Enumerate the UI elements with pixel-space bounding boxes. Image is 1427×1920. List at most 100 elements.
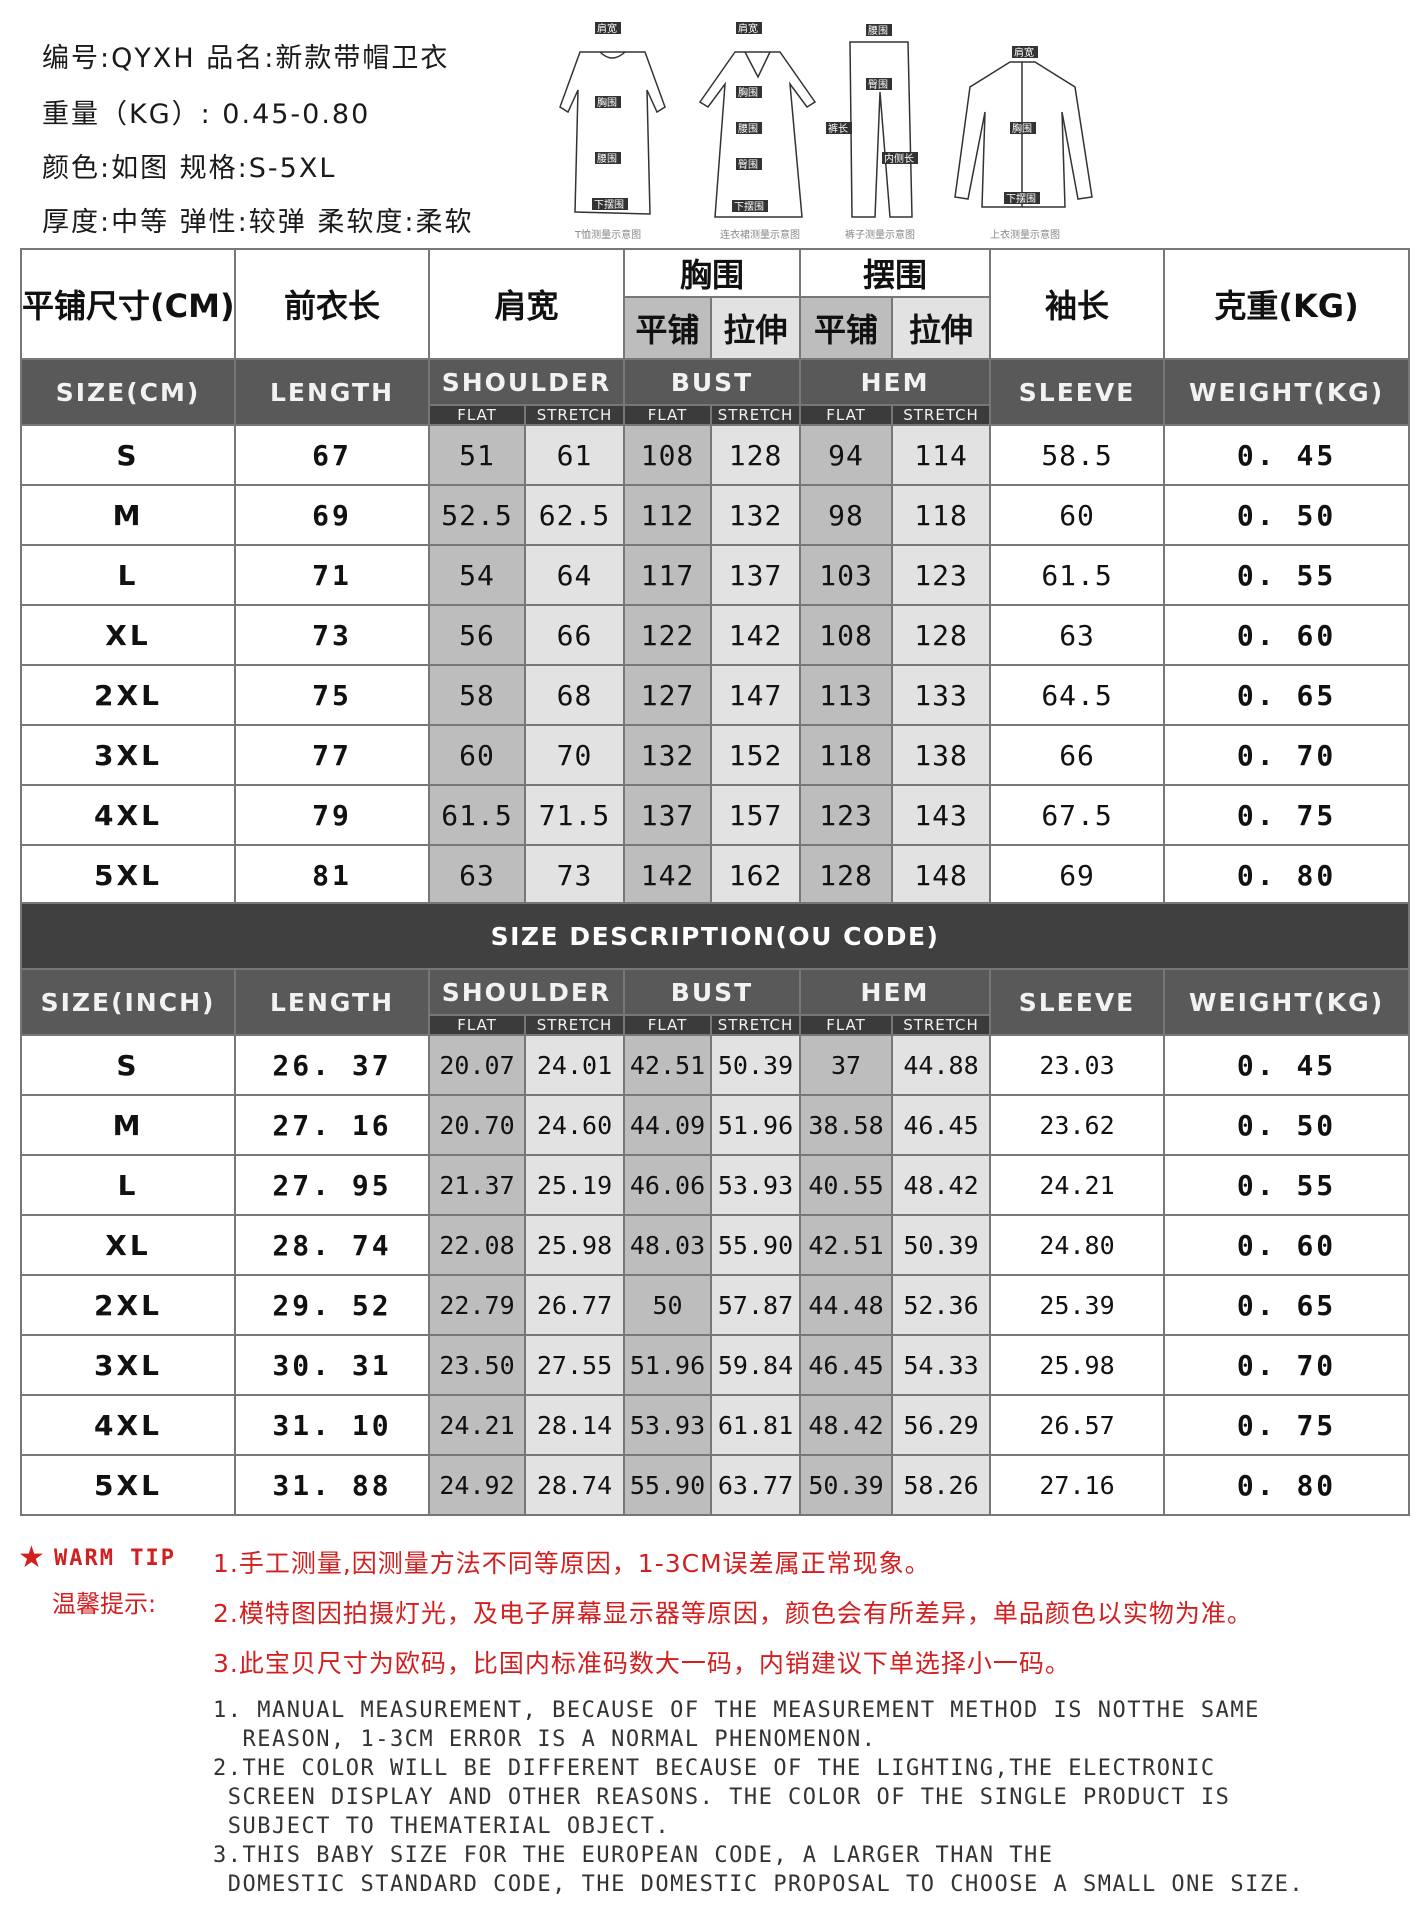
table-row: XL 28. 74 22.08 25.98 48.03 55.90 42.51 50.39 24… (20, 1214, 1411, 1276)
cell-bust-flat: 137 (623, 784, 713, 846)
sub-header-stretch: STRETCH (891, 1014, 991, 1036)
product-attributes: 厚度:中等 弹性:较弹 柔软度:柔软 (42, 207, 474, 238)
cell-sleeve: 61.5 (989, 544, 1166, 606)
cell-bust-flat: 53.93 (623, 1394, 712, 1456)
sub-header-stretch: STRETCH (523, 404, 626, 426)
cell-shoulder-flat: 54 (428, 544, 526, 606)
svg-text:腰围: 腰围 (738, 123, 758, 135)
cell-hem-flat: 40.55 (799, 1154, 893, 1216)
tip-cn-2: 2.模特图因拍摄灯光，及电子屏幕显示器等原因，颜色会有所差异，单品颜色以实物为准… (213, 1599, 1253, 1628)
cell-shoulder-flat: 22.79 (428, 1274, 526, 1336)
svg-text:肩宽: 肩宽 (1014, 46, 1034, 59)
cell-bust-stretch: 57.87 (710, 1274, 801, 1336)
header-hem: HEM (799, 968, 991, 1016)
cell-length: 31. 88 (234, 1454, 430, 1516)
cell-bust-stretch: 137 (710, 544, 802, 606)
cell-size: XL (20, 604, 236, 666)
cell-hem-flat: 50.39 (799, 1454, 893, 1516)
cell-shoulder-stretch: 28.74 (524, 1454, 625, 1516)
sub-header-flat: FLAT (623, 1014, 712, 1036)
cell-bust-stretch: 142 (710, 604, 802, 666)
cell-hem-stretch: 54.33 (891, 1334, 991, 1396)
table-row: 4XL 79 61.5 71.5 137 157 123 143 67.5 0. 75 (20, 784, 1411, 846)
cell-size: XL (20, 1214, 236, 1276)
cell-hem-stretch: 118 (891, 484, 992, 546)
cell-sleeve: 58.5 (989, 424, 1166, 486)
diagram-labels: 肩宽 胸围 腰围 下摆围 肩宽 胸围 腰围 臀围 下摆围 腰围 臀围 裤长 内侧… (592, 22, 1040, 213)
cell-sleeve: 63 (989, 604, 1166, 666)
cell-bust-flat: 51.96 (623, 1334, 712, 1396)
cell-bust-stretch: 59.84 (710, 1334, 801, 1396)
cell-size: 2XL (20, 1274, 236, 1336)
cell-weight: 0. 70 (1163, 724, 1411, 786)
cn-sub-stretch: 拉伸 (891, 296, 992, 360)
header-length: LENGTH (234, 968, 430, 1036)
svg-text:肩宽: 肩宽 (597, 22, 617, 35)
cell-bust-flat: 50 (623, 1274, 712, 1336)
cell-shoulder-stretch: 62.5 (523, 484, 626, 546)
cell-shoulder-stretch: 73 (523, 844, 626, 906)
cell-bust-flat: 108 (623, 424, 713, 486)
sub-header-stretch: STRETCH (710, 1014, 801, 1036)
svg-text:臀围: 臀围 (738, 159, 758, 171)
cell-shoulder-stretch: 25.19 (524, 1154, 625, 1216)
cell-bust-flat: 42.51 (623, 1034, 712, 1096)
svg-text:T恤测量示意图: T恤测量示意图 (574, 228, 641, 241)
size-chart-inch: SIZE DESCRIPTION(OU CODE) SIZE(INCH) LEN… (19, 902, 1411, 1516)
cell-hem-stretch: 58.26 (891, 1454, 991, 1516)
cell-bust-stretch: 132 (710, 484, 802, 546)
cell-shoulder-stretch: 61 (523, 424, 626, 486)
cn-header-length: 前衣长 (234, 248, 430, 360)
svg-text:肩宽: 肩宽 (738, 22, 758, 35)
cell-hem-flat: 103 (799, 544, 894, 606)
cell-shoulder-stretch: 66 (523, 604, 626, 666)
cell-bust-flat: 44.09 (623, 1094, 712, 1156)
cell-shoulder-flat: 21.37 (428, 1154, 526, 1216)
cell-length: 69 (234, 484, 430, 546)
cell-shoulder-stretch: 70 (523, 724, 626, 786)
svg-text:下摆围: 下摆围 (594, 198, 624, 211)
cell-hem-stretch: 44.88 (891, 1034, 991, 1096)
sub-header-stretch: STRETCH (524, 1014, 625, 1036)
cell-size: 4XL (20, 784, 236, 846)
cell-hem-flat: 123 (799, 784, 894, 846)
cell-size: L (20, 1154, 236, 1216)
warm-tip-label: WARM TIP (54, 1546, 176, 1571)
cell-sleeve: 25.39 (989, 1274, 1165, 1336)
cell-sleeve: 23.03 (989, 1034, 1165, 1096)
cell-weight: 0. 45 (1162, 1034, 1411, 1096)
cell-hem-stretch: 114 (891, 424, 992, 486)
cell-hem-flat: 46.45 (799, 1334, 893, 1396)
cell-hem-stretch: 52.36 (891, 1274, 991, 1336)
cell-shoulder-flat: 52.5 (428, 484, 526, 546)
table-row: 2XL 29. 52 22.79 26.77 50 57.87 44.48 52.36 25.3… (20, 1274, 1411, 1336)
cell-shoulder-stretch: 64 (523, 544, 626, 606)
cell-weight: 0. 80 (1163, 844, 1411, 906)
table-row: L 27. 95 21.37 25.19 46.06 53.93 40.55 48.42 24.… (20, 1154, 1411, 1216)
cell-shoulder-flat: 24.21 (428, 1394, 526, 1456)
cell-shoulder-stretch: 25.98 (524, 1214, 625, 1276)
svg-text:裤长: 裤长 (828, 122, 848, 135)
cell-bust-flat: 142 (623, 844, 713, 906)
cell-weight: 0. 50 (1162, 1094, 1411, 1156)
cell-weight: 0. 60 (1163, 604, 1411, 666)
table-row: XL 73 56 66 122 142 108 128 63 0. 60 (20, 604, 1411, 666)
inch-table-title: SIZE DESCRIPTION(OU CODE) (19, 902, 1411, 970)
cell-hem-stretch: 133 (891, 664, 992, 726)
table-row: L 71 54 64 117 137 103 123 61.5 0. 55 (20, 544, 1411, 606)
star-icon: ★ (18, 1540, 45, 1575)
svg-text:下摆围: 下摆围 (1006, 192, 1036, 205)
cell-length: 73 (234, 604, 430, 666)
table-row: S 26. 37 20.07 24.01 42.51 50.39 37 44.88 23.03 0… (20, 1034, 1411, 1096)
cell-weight: 0. 75 (1162, 1394, 1411, 1456)
cell-shoulder-stretch: 24.60 (524, 1094, 625, 1156)
cell-shoulder-stretch: 26.77 (524, 1274, 625, 1336)
cell-hem-stretch: 48.42 (891, 1154, 991, 1216)
cell-sleeve: 67.5 (989, 784, 1166, 846)
cell-size: 5XL (20, 1454, 236, 1516)
sub-header-flat: FLAT (799, 1014, 893, 1036)
header-length: LENGTH (234, 358, 430, 426)
cell-size: S (20, 1034, 236, 1096)
cell-weight: 0. 60 (1162, 1214, 1411, 1276)
header-bust: BUST (623, 358, 802, 406)
